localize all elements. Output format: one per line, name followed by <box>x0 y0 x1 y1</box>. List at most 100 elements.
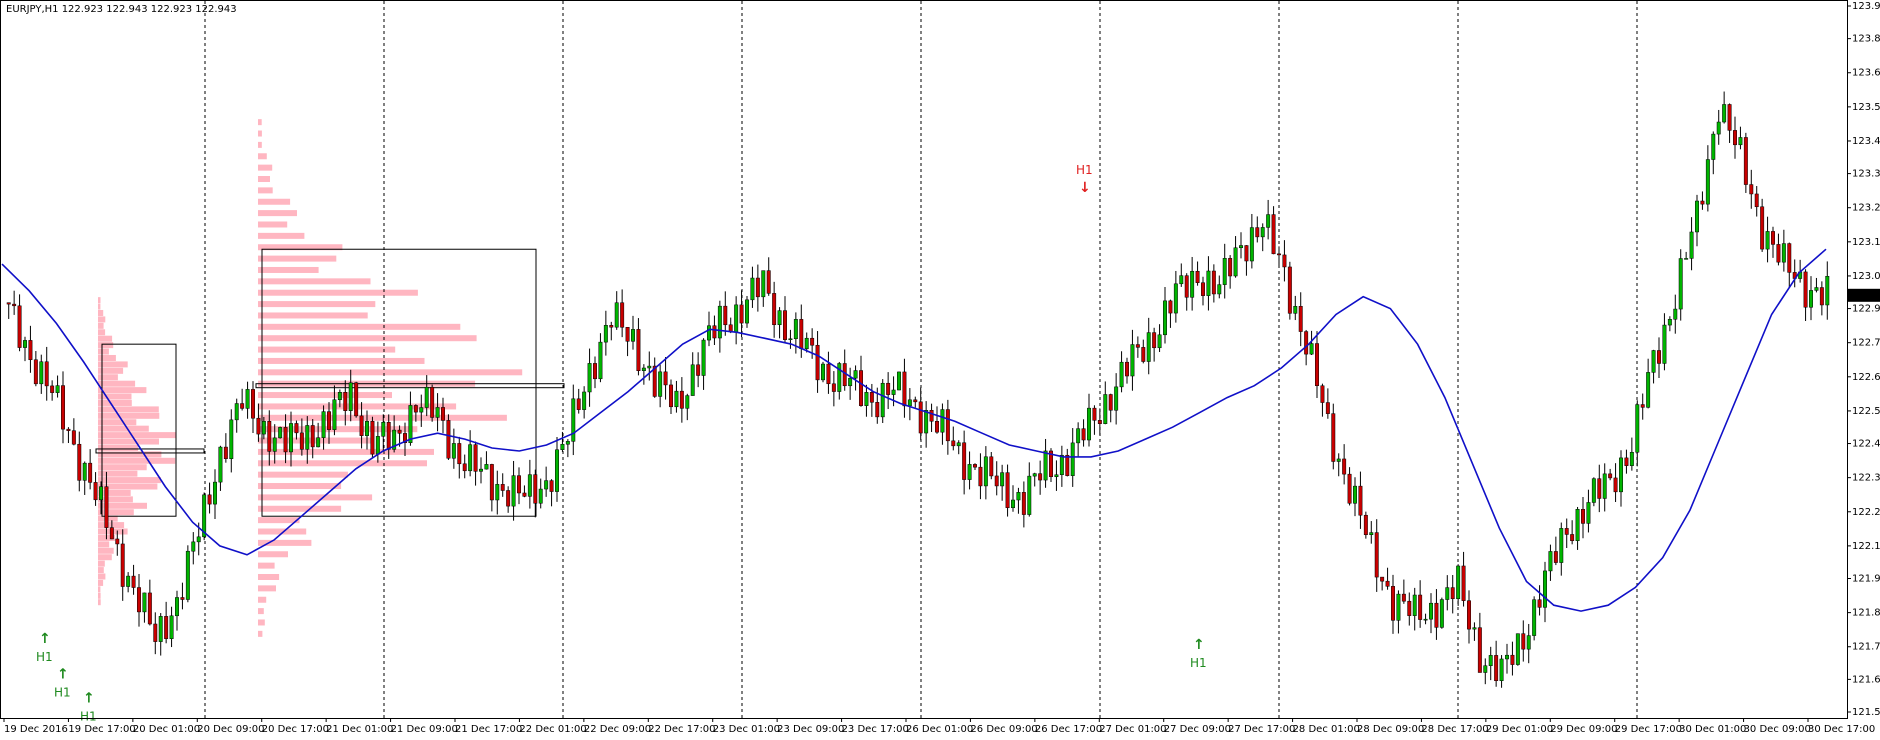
signal-label: H1 <box>80 709 97 723</box>
bear-candle <box>164 616 169 639</box>
bull-candle <box>1586 502 1591 524</box>
bull-candle <box>1499 658 1504 682</box>
volume-profile-bar <box>98 496 133 503</box>
bull-candle <box>1000 472 1005 487</box>
price-tick-label: 123.810 <box>1852 34 1880 45</box>
volume-profile-bar <box>98 393 132 400</box>
bull-candle <box>99 486 103 501</box>
current-price-tag-box <box>1848 288 1880 302</box>
bull-candle <box>674 390 679 408</box>
volume-profile-bar <box>98 322 104 329</box>
bear-candle <box>1727 104 1732 131</box>
bull-candle <box>289 423 293 453</box>
bull-candle <box>1249 227 1254 262</box>
bear-candle <box>1282 254 1287 268</box>
bull-candle <box>761 270 766 298</box>
bull-candle <box>1173 283 1178 314</box>
bull-candle <box>837 363 842 392</box>
bear-candle <box>549 480 554 492</box>
bull-candle <box>1548 551 1553 572</box>
bull-candle <box>316 437 321 448</box>
bull-candle <box>278 427 283 439</box>
bull-candle <box>631 329 635 342</box>
bear-candle <box>978 466 983 487</box>
bear-candle <box>153 623 158 642</box>
volume-profile-bar <box>98 399 132 406</box>
volume-profile-bar <box>98 586 101 593</box>
bull-candle <box>408 405 413 443</box>
price-tick-label: 122.445 <box>1852 439 1880 450</box>
signal-arrow-icon: ↓ <box>1079 180 1091 196</box>
bear-candle <box>473 444 478 472</box>
price-axis[interactable]: 123.920 123.810 123.695 123.580 123.465 123.3… <box>1847 1 1880 718</box>
bull-candle <box>983 456 988 487</box>
bear-candle <box>1510 654 1515 665</box>
bear-candle <box>1320 385 1325 403</box>
volume-profile-bar <box>98 412 160 419</box>
bull-candle <box>1429 602 1433 620</box>
bear-candle <box>679 390 684 409</box>
bull-candle <box>848 377 853 387</box>
bull-candle <box>196 536 201 543</box>
bear-candle <box>1211 270 1216 295</box>
bear-candle <box>1081 428 1086 441</box>
bull-candle <box>381 422 386 437</box>
price-tick-label: 122.215 <box>1852 507 1880 518</box>
candlesticks[interactable] <box>6 91 1830 688</box>
bull-candle <box>213 481 217 505</box>
bull-candle <box>1396 593 1401 621</box>
volume-profile-bar <box>258 630 263 637</box>
bear-candle <box>137 587 141 613</box>
bear-candle <box>1418 594 1423 620</box>
bull-candle <box>229 419 234 459</box>
volume-profile-bar <box>98 348 109 355</box>
bull-candle <box>1619 457 1623 493</box>
bear-candle <box>104 486 109 528</box>
volume-profile-bar <box>98 309 104 316</box>
bull-candle <box>1423 618 1428 621</box>
bull-candle <box>690 364 695 396</box>
bear-candle <box>1771 231 1775 245</box>
bull-candle <box>435 407 440 418</box>
time-tick-label: 23 Dec 01:00 <box>713 724 780 735</box>
bull-candle <box>305 425 310 450</box>
signal-arrow-icon: ↑ <box>1193 637 1205 653</box>
volume-profile-bar <box>98 509 134 516</box>
price-tick-label: 121.650 <box>1852 674 1880 685</box>
bear-candle <box>327 411 331 430</box>
bear-candle <box>1657 350 1661 364</box>
bull-candle <box>23 340 27 348</box>
bear-candle <box>109 527 114 540</box>
bull-candle <box>169 615 174 639</box>
bull-candle <box>565 441 570 445</box>
bull-candle <box>511 475 516 507</box>
price-tick-label: 122.330 <box>1852 473 1880 484</box>
bear-candle <box>1760 206 1765 250</box>
time-tick-label: 28 Dec 17:00 <box>1421 724 1488 735</box>
bear-candle <box>772 293 777 326</box>
signal-arrow-icon: ↑ <box>39 631 51 647</box>
bear-candle <box>1581 509 1585 524</box>
range-boxes <box>95 248 565 517</box>
bull-candle <box>142 592 147 613</box>
bear-candle <box>462 463 467 472</box>
bear-candle <box>294 423 299 434</box>
bear-candle <box>712 325 717 339</box>
time-tick-label: 21 Dec 09:00 <box>391 724 458 735</box>
bear-candle <box>739 304 744 324</box>
bear-candle <box>1624 457 1629 466</box>
bear-candle <box>430 386 435 418</box>
bear-candle <box>1108 394 1113 411</box>
time-tick-label: 30 Dec 01:00 <box>1679 724 1746 735</box>
time-tick-label: 27 Dec 09:00 <box>1164 724 1231 735</box>
bear-candle <box>951 440 956 447</box>
bear-candle <box>1315 343 1319 387</box>
bear-candle <box>859 370 863 406</box>
bear-candle <box>66 428 71 431</box>
bear-candle <box>1342 458 1347 475</box>
bull-candle <box>365 421 369 436</box>
price-tick-label: 121.875 <box>1852 608 1880 619</box>
bear-candle <box>826 363 831 385</box>
